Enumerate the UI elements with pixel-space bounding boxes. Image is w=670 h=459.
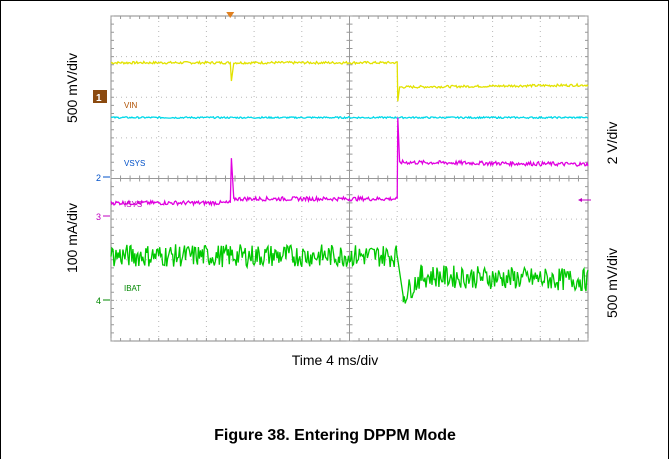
y-label-left-bottom: 100 mA/div	[64, 202, 80, 274]
traces	[110, 60, 589, 304]
y-label-right-bottom: 500 mV/div	[604, 247, 620, 319]
trace-label-isys: ISYS	[124, 200, 142, 209]
trace-isys	[110, 117, 589, 207]
right-arrow-head	[578, 198, 582, 202]
channel-3-number: 3	[96, 212, 101, 222]
x-axis-label: Time 4 ms/div	[291, 352, 379, 368]
channel-1-number: 1	[96, 93, 102, 104]
y-label-left-top: 500 mV/div	[64, 52, 80, 124]
trigger-marker	[226, 12, 235, 18]
channel-1-marker	[93, 90, 107, 103]
channel-4-number: 4	[96, 296, 101, 306]
channel-markers: 1 2 3 4	[93, 90, 591, 306]
y-label-right-top: 2 V/div	[604, 121, 620, 165]
figure-caption: Figure 38. Entering DPPM Mode	[214, 427, 456, 444]
trace-vsys	[110, 115, 589, 120]
trace-ibat	[110, 243, 589, 304]
trace-label-vin: VIN	[124, 101, 138, 110]
trace-label-ibat: IBAT	[124, 284, 141, 293]
channel-2-number: 2	[96, 173, 101, 183]
oscilloscope-plot: 1 2 3 4 VIN VSYS ISYS IBAT	[93, 12, 591, 342]
trace-vin	[110, 60, 589, 102]
grid	[110, 12, 589, 342]
trace-label-vsys: VSYS	[124, 159, 145, 168]
trace-labels: VIN VSYS ISYS IBAT	[124, 101, 145, 293]
